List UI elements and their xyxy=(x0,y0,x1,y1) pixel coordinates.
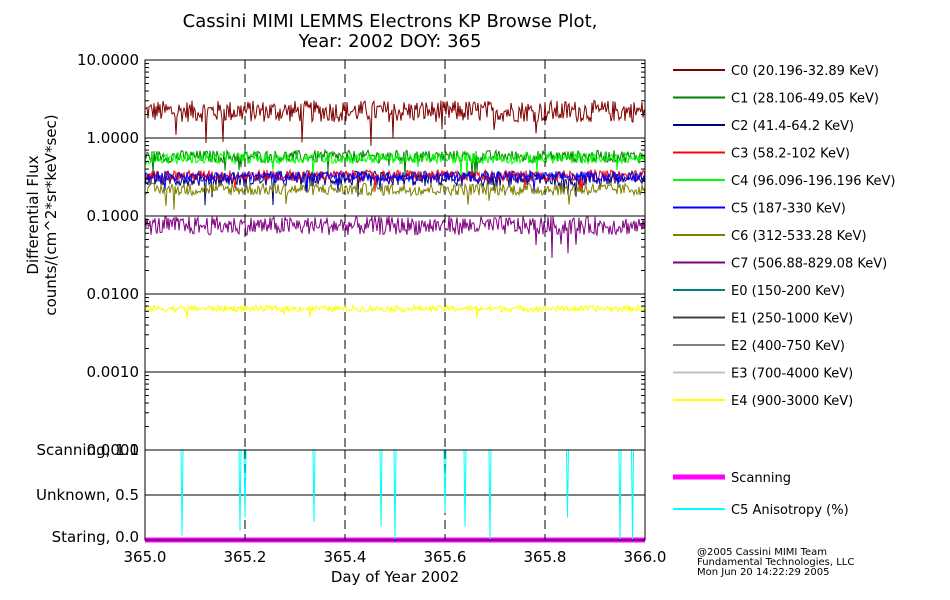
x-tick-label: 365.8 xyxy=(524,548,567,566)
x-tick-label: 365.6 xyxy=(424,548,467,566)
legend-label-e4: E4 (900-3000 KeV) xyxy=(731,394,853,409)
x-tick-label: 365.4 xyxy=(324,548,367,566)
legend-label-c5: C5 (187-330 KeV) xyxy=(731,202,846,217)
flux-grid xyxy=(145,60,645,450)
flux-y-tick-label: 0.0010 xyxy=(87,363,140,381)
footer-credits: @2005 Cassini MIMI Team Fundamental Tech… xyxy=(697,547,854,578)
x-tick-label: 365.2 xyxy=(224,548,267,566)
legend-label-e3: E3 (700-4000 KeV) xyxy=(731,367,853,382)
flux-y-tick-label: 0.0001 xyxy=(87,441,140,459)
flux-y-tick-label: 1.0000 xyxy=(87,129,140,147)
legend-label-c4: C4 (96.096-196.196 KeV) xyxy=(731,174,895,189)
legend-label-c6: C6 (312-533.28 KeV) xyxy=(731,229,867,244)
flux-y-tick-label: 10.0000 xyxy=(77,51,139,69)
series-c7-line xyxy=(144,215,646,258)
legend-label-c5-anisotropy: C5 Anisotropy (%) xyxy=(731,503,849,518)
legend-label-e1: E1 (250-1000 KeV) xyxy=(731,312,853,327)
legend-label-scanning: Scanning xyxy=(731,471,791,486)
series-c5-line xyxy=(144,170,646,193)
legend-label-e0: E0 (150-200 KeV) xyxy=(731,284,845,299)
flux-y-ticks: 10.0000 1.0000 0.1000 0.0100 0.0010 0.0001 xyxy=(77,51,645,459)
flux-y-tick-label: 0.0100 xyxy=(87,285,140,303)
scan-y-tick-label: Staring, 0.0 xyxy=(52,528,139,546)
chart-subtitle: Year: 2002 DOY: 365 xyxy=(298,31,482,52)
legend-label-c1: C1 (28.106-49.05 KeV) xyxy=(731,92,879,107)
x-ticks: 365.0 365.2 365.4 365.6 365.8 366.0 xyxy=(124,534,667,566)
legend-label-c2: C2 (41.4-64.2 KeV) xyxy=(731,119,854,134)
legend-label-c7: C7 (506.88-829.08 KeV) xyxy=(731,257,887,272)
scan-y-tick-label: Scanning, 1.0 xyxy=(36,441,139,459)
scan-y-tick-label: Unknown, 0.5 xyxy=(36,486,139,504)
chart-title: Cassini MIMI LEMMS Electrons KP Browse P… xyxy=(183,11,598,32)
x-tick-label: 365.0 xyxy=(124,548,167,566)
flux-y-tick-label: 0.1000 xyxy=(87,207,140,225)
flux-y-axis-title-line1: Differential Flux xyxy=(24,155,42,274)
scan-y-ticks: Scanning, 1.0 Unknown, 0.5 Staring, 0.0 xyxy=(36,441,139,546)
legend-label-c3: C3 (58.2-102 KeV) xyxy=(731,147,850,162)
footer-line-1: @2005 Cassini MIMI Team xyxy=(697,547,827,558)
series-c0-line xyxy=(144,99,646,146)
legend: C0 (20.196-32.89 KeV) C1 (28.106-49.05 Ke… xyxy=(673,64,895,518)
series-c4-line xyxy=(144,151,646,178)
series-e4-line xyxy=(144,303,646,319)
x-tick-label: 366.0 xyxy=(624,548,667,566)
flux-y-axis-title: Differential Flux counts/(cm^2*sr*keV*se… xyxy=(24,114,60,315)
legend-label-c0: C0 (20.196-32.89 KeV) xyxy=(731,64,879,79)
footer-line-2: Fundamental Technologies, LLC xyxy=(697,557,854,568)
footer-line-3: Mon Jun 20 14:22:29 2005 xyxy=(697,567,830,578)
flux-series-group xyxy=(144,99,646,319)
scan-panel-frame xyxy=(144,449,646,541)
legend-label-e2: E2 (400-750 KeV) xyxy=(731,339,845,354)
x-axis-title: Day of Year 2002 xyxy=(331,568,459,586)
series-c6-line xyxy=(144,181,646,210)
flux-y-axis-title-line2: counts/(cm^2*sr*keV*sec) xyxy=(42,114,60,315)
